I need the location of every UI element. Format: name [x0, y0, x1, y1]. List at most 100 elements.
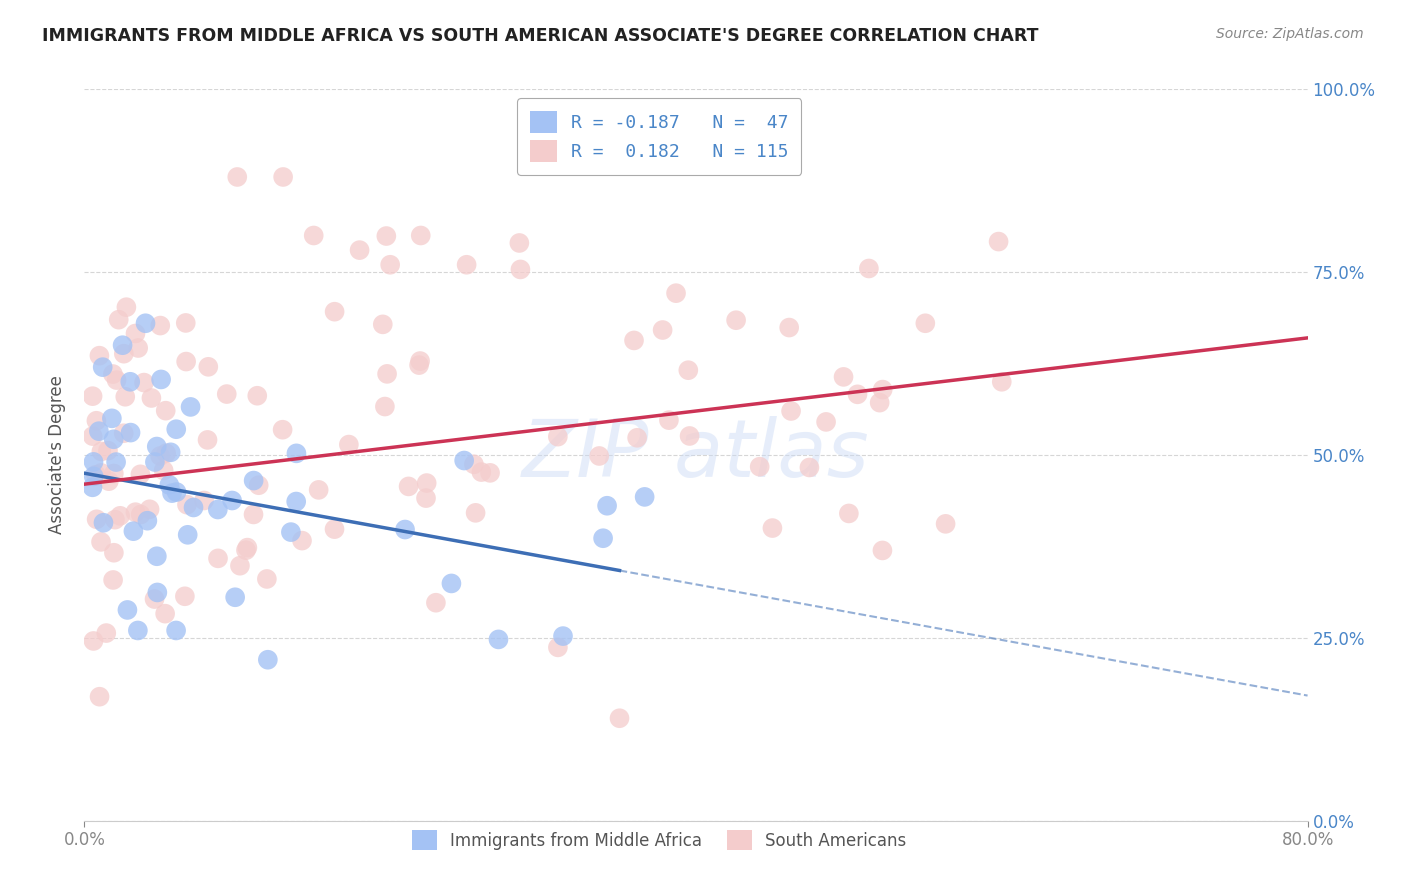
Point: [197, 359, 219, 374]
Point: [271, 423, 294, 437]
Point: [90, 444, 112, 458]
Point: [464, 506, 486, 520]
Text: ZIP atlas: ZIP atlas: [522, 416, 870, 494]
Point: [103, 546, 125, 560]
Point: [323, 304, 346, 318]
Point: [508, 235, 530, 250]
Point: [176, 528, 198, 542]
Point: [166, 485, 188, 500]
Point: [150, 372, 173, 386]
Point: [375, 367, 398, 381]
Point: [623, 334, 645, 348]
Point: [235, 543, 257, 558]
Point: [149, 318, 172, 333]
Point: [236, 541, 259, 555]
Point: [271, 169, 294, 184]
Point: [409, 228, 432, 243]
Point: [872, 543, 894, 558]
Point: [323, 522, 346, 536]
Point: [415, 491, 437, 505]
Point: [117, 603, 139, 617]
Point: [846, 387, 869, 401]
Point: [103, 467, 125, 481]
Point: [101, 367, 124, 381]
Point: [120, 425, 142, 440]
Point: [479, 466, 502, 480]
Point: [93, 516, 115, 530]
Point: [152, 463, 174, 477]
Point: [838, 507, 860, 521]
Point: [136, 514, 159, 528]
Point: [547, 640, 569, 655]
Point: [246, 389, 269, 403]
Point: [124, 326, 146, 341]
Point: [153, 607, 176, 621]
Point: [112, 426, 135, 441]
Point: [149, 449, 172, 463]
Point: [408, 358, 430, 372]
Point: [146, 585, 169, 599]
Point: [127, 624, 149, 638]
Point: [308, 483, 330, 497]
Point: [89, 349, 111, 363]
Point: [488, 632, 510, 647]
Point: [914, 316, 936, 330]
Point: [115, 300, 138, 314]
Point: [174, 354, 197, 368]
Point: [633, 490, 655, 504]
Point: [665, 286, 688, 301]
Point: [380, 258, 402, 272]
Point: [101, 573, 124, 587]
Point: [97, 443, 120, 458]
Point: [256, 572, 278, 586]
Point: [651, 323, 673, 337]
Point: [127, 341, 149, 355]
Point: [132, 376, 155, 390]
Point: [112, 347, 135, 361]
Point: [90, 466, 112, 480]
Point: [658, 413, 681, 427]
Point: [609, 711, 631, 725]
Point: [83, 469, 105, 483]
Text: Source: ZipAtlas.com: Source: ZipAtlas.com: [1216, 27, 1364, 41]
Point: [678, 429, 700, 443]
Point: [374, 400, 396, 414]
Point: [780, 404, 803, 418]
Point: [725, 313, 748, 327]
Point: [105, 373, 128, 387]
Point: [146, 440, 169, 454]
Point: [242, 474, 264, 488]
Point: [678, 363, 700, 377]
Point: [242, 508, 264, 522]
Point: [82, 389, 104, 403]
Point: [285, 446, 308, 460]
Point: [215, 387, 238, 401]
Point: [547, 430, 569, 444]
Point: [129, 508, 152, 522]
Point: [991, 375, 1014, 389]
Point: [138, 502, 160, 516]
Point: [193, 493, 215, 508]
Point: [82, 480, 104, 494]
Point: [869, 395, 891, 409]
Point: [409, 354, 432, 368]
Point: [588, 449, 610, 463]
Point: [935, 516, 957, 531]
Point: [257, 653, 280, 667]
Point: [96, 626, 118, 640]
Point: [160, 486, 183, 500]
Point: [155, 403, 177, 417]
Point: [872, 383, 894, 397]
Text: IMMIGRANTS FROM MIDDLE AFRICA VS SOUTH AMERICAN ASSOCIATE'S DEGREE CORRELATION C: IMMIGRANTS FROM MIDDLE AFRICA VS SOUTH A…: [42, 27, 1039, 45]
Point: [155, 446, 177, 460]
Point: [111, 338, 134, 352]
Point: [90, 534, 112, 549]
Point: [226, 169, 249, 184]
Point: [456, 258, 478, 272]
Point: [815, 415, 838, 429]
Point: [229, 558, 252, 573]
Point: [165, 624, 187, 638]
Point: [197, 433, 219, 447]
Point: [551, 629, 574, 643]
Point: [89, 690, 111, 704]
